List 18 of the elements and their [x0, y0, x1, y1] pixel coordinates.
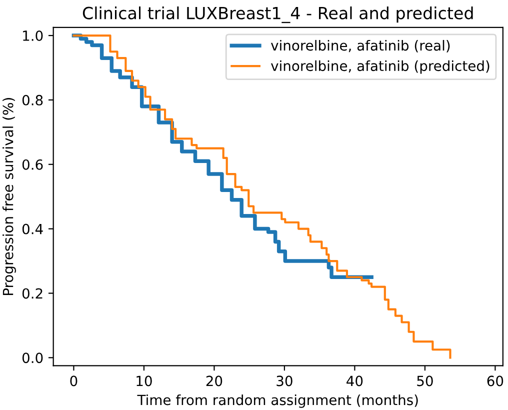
y-tick-label: 0.2: [22, 288, 42, 299]
chart-title: Clinical trial LUXBreast1_4 - Real and predicted: [82, 6, 473, 24]
x-tick-label: 10: [136, 376, 152, 386]
y-axis-title: Progression free survival (%): [2, 98, 16, 295]
y-tick-label: 0.6: [22, 159, 43, 170]
legend-label: vinorelbine, afatinib (predicted): [270, 60, 490, 74]
x-tick-label: 30: [276, 376, 292, 386]
x-tick-label: 60: [487, 376, 504, 386]
y-tick-label: 0.8: [22, 94, 43, 106]
x-tick-label: 40: [346, 376, 363, 386]
x-tick-label: 50: [417, 376, 433, 386]
x-tick-label: 0: [70, 376, 78, 386]
y-tick-label: 1.0: [23, 30, 43, 41]
y-tick-label: 0.0: [22, 352, 43, 364]
x-tick-label: 20: [206, 376, 222, 386]
x-axis-title: Time from random assignment (months): [137, 394, 418, 408]
y-tick-label: 0.4: [22, 224, 43, 234]
legend-label: vinorelbine, afatinib (real): [270, 40, 450, 52]
